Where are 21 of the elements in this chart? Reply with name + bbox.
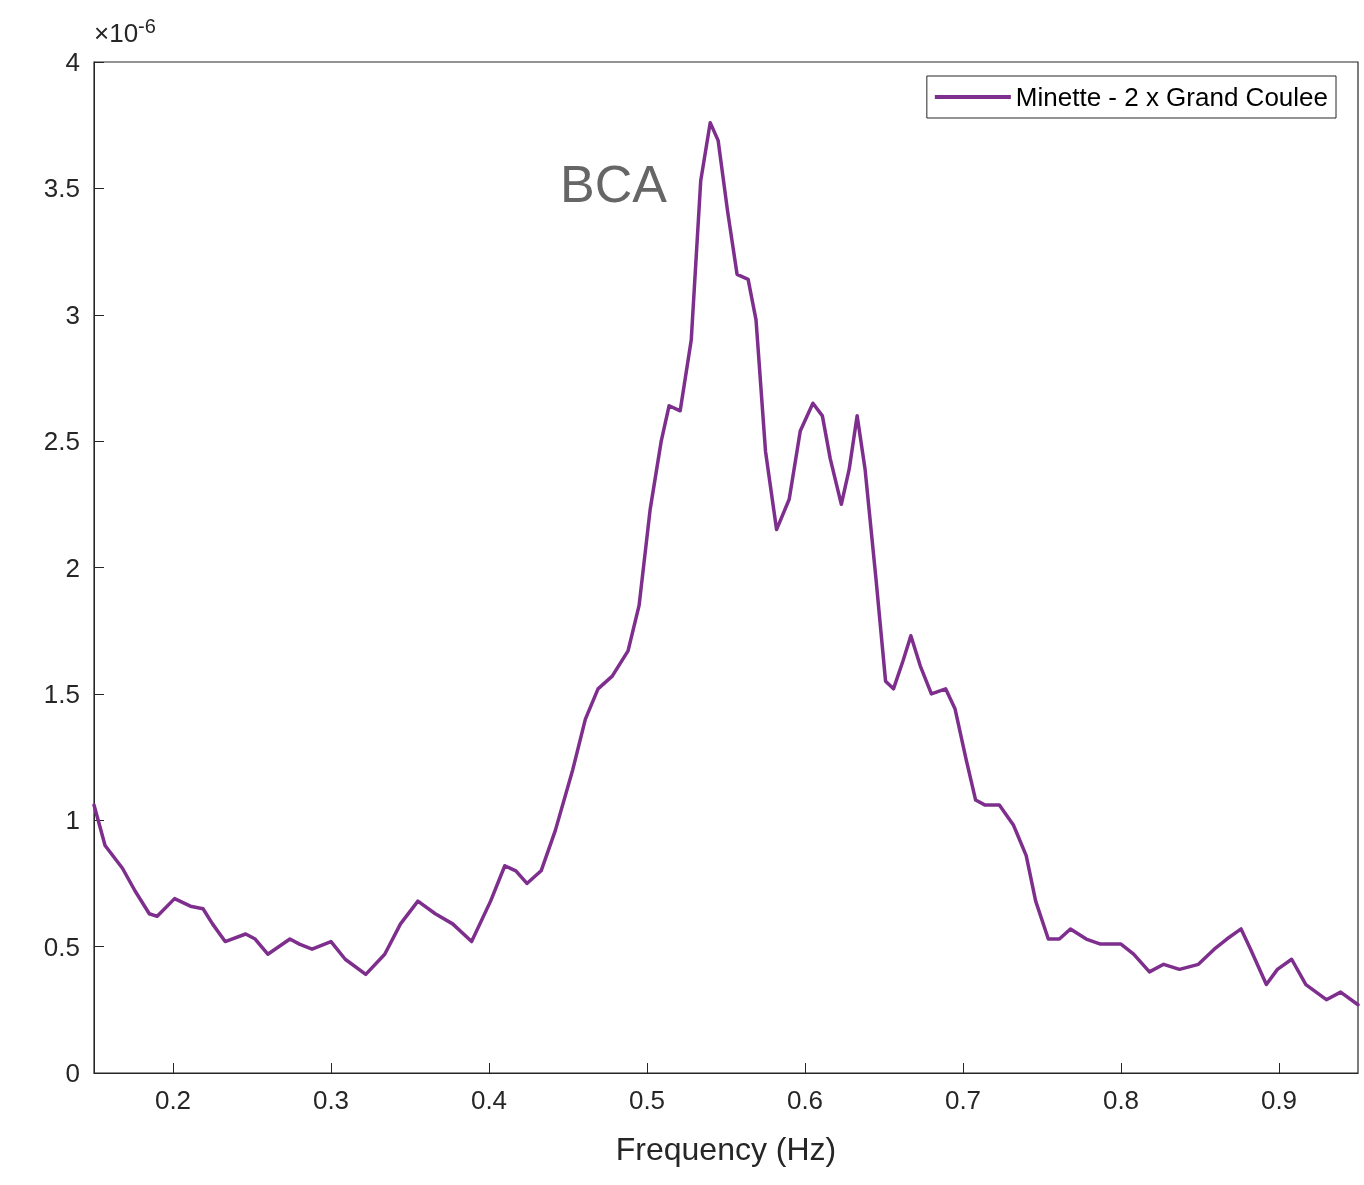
x-tick-label: 0.5 <box>628 1085 666 1115</box>
line-series <box>92 120 1360 1007</box>
x-axis-title: Frequency (Hz) <box>615 1131 837 1167</box>
y-tick-label: 0 <box>65 1058 80 1088</box>
y-tick-label: 1 <box>65 805 80 836</box>
x-tick-label: 0.2 <box>154 1085 192 1115</box>
legend-label: Minette - 2 x Grand Coulee <box>1015 82 1328 112</box>
annotation: BCA <box>560 155 668 213</box>
y-tick-label: 2 <box>65 552 80 583</box>
x-tick-label: 0.8 <box>1102 1085 1140 1115</box>
y-tick-label: 4 <box>65 47 80 77</box>
x-tick-label: 0.6 <box>786 1085 824 1115</box>
y-tick-label: 3.5 <box>43 173 80 204</box>
y-tick-label: 0.5 <box>43 931 80 962</box>
x-tick-label: 0.4 <box>470 1085 508 1115</box>
x-tick-label: 0.9 <box>1260 1085 1298 1115</box>
y-tick-label: 3 <box>65 299 80 330</box>
y-tick-label: 2.5 <box>43 426 80 457</box>
y-tick-label: 1.5 <box>43 678 80 709</box>
x-tick-label: 0.7 <box>944 1085 982 1115</box>
x-tick-label: 0.3 <box>312 1085 350 1115</box>
